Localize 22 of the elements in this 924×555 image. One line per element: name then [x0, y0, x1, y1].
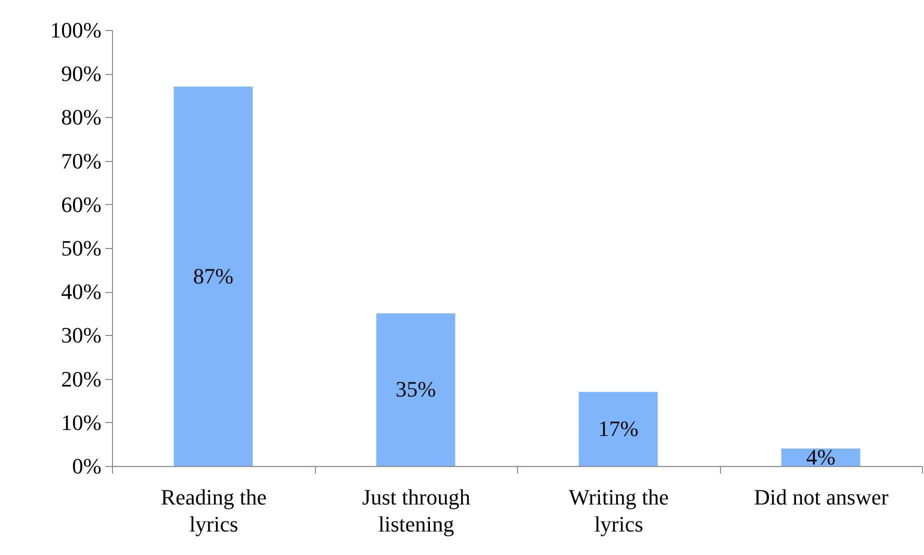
y-tick-label: 70%: [61, 148, 102, 174]
bar: [578, 392, 658, 466]
y-tick-label: 20%: [61, 366, 102, 392]
x-tick-label: Did not answer: [754, 484, 890, 510]
data-label: 4%: [806, 444, 836, 470]
bar: [174, 86, 253, 466]
y-tick-label: 10%: [61, 410, 102, 435]
y-tick-label: 80%: [61, 104, 102, 130]
y-tick-label: 60%: [61, 192, 102, 217]
y-tick-label: 40%: [61, 279, 102, 304]
x-tick-label: Just through listening: [362, 484, 470, 536]
data-label: 35%: [396, 376, 436, 402]
y-tick-label: 30%: [61, 322, 102, 348]
x-tick-label: Writing the lyrics: [568, 484, 669, 536]
data-label: 17%: [598, 416, 638, 441]
data-label: 87%: [193, 263, 234, 288]
x-tick-label: Reading the lyrics: [160, 484, 267, 536]
y-tick-label: 0%: [72, 454, 102, 478]
y-tick-label: 90%: [61, 61, 102, 86]
bar: [376, 313, 456, 466]
y-tick-label: 50%: [61, 236, 102, 260]
y-tick-label: 100%: [50, 18, 102, 42]
